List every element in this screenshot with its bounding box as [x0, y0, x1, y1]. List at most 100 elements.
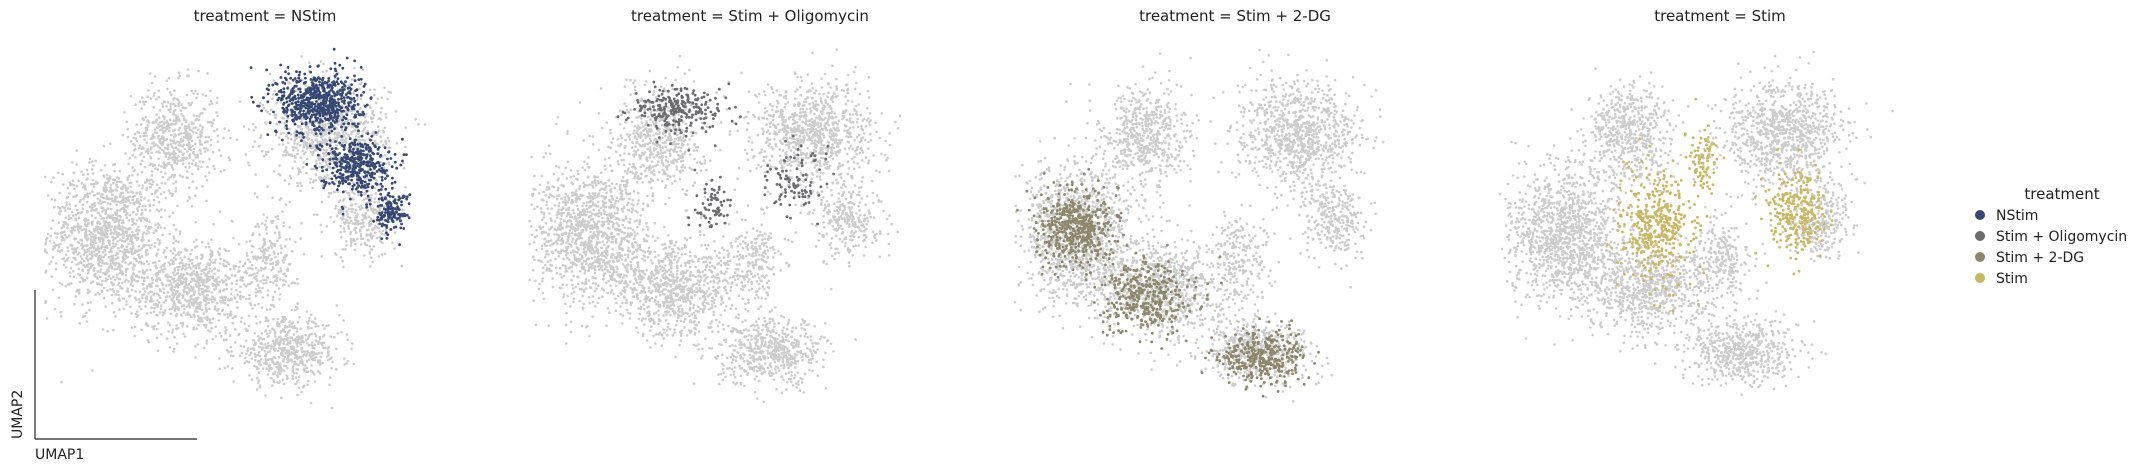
background-point — [290, 177, 293, 180]
background-point — [335, 254, 338, 257]
background-point — [343, 230, 346, 233]
background-point — [70, 267, 73, 270]
background-point — [235, 283, 238, 286]
background-point — [63, 264, 66, 267]
background-point — [286, 361, 289, 364]
background-point — [372, 117, 375, 120]
background-point — [50, 181, 53, 184]
background-point — [357, 194, 360, 197]
background-point — [55, 268, 58, 271]
background-point — [227, 298, 230, 301]
highlight-point — [307, 89, 310, 92]
background-point — [219, 368, 222, 371]
background-point — [205, 342, 208, 345]
background-point — [337, 332, 340, 335]
background-point — [73, 229, 76, 232]
background-point — [296, 327, 299, 330]
background-point — [260, 269, 263, 272]
background-point — [314, 325, 317, 328]
background-point — [230, 354, 233, 357]
background-point — [59, 311, 62, 314]
background-point — [276, 240, 279, 243]
highlight-point — [328, 132, 331, 135]
background-point — [141, 187, 144, 190]
background-point — [213, 288, 216, 291]
background-point — [360, 243, 363, 246]
background-point — [184, 166, 187, 169]
background-point — [116, 209, 119, 212]
background-point — [334, 137, 337, 140]
background-point — [289, 201, 292, 204]
background-point — [118, 278, 121, 281]
background-point — [92, 235, 95, 238]
background-point — [193, 277, 196, 280]
background-point — [230, 292, 233, 295]
background-point — [114, 229, 117, 232]
background-point — [326, 347, 329, 350]
background-point — [196, 187, 199, 190]
background-point — [141, 294, 144, 297]
background-point — [194, 119, 197, 122]
background-point — [253, 129, 256, 132]
background-point — [126, 256, 129, 259]
background-point — [110, 231, 113, 234]
highlight-point — [309, 71, 312, 74]
background-point — [143, 280, 146, 283]
background-point — [317, 370, 320, 373]
background-point — [177, 241, 180, 244]
background-point — [60, 231, 63, 234]
background-point — [315, 135, 318, 138]
background-point — [285, 275, 288, 278]
background-point — [284, 258, 287, 261]
background-point — [206, 72, 209, 75]
background-point — [171, 308, 174, 311]
background-point — [249, 302, 252, 305]
background-point — [265, 361, 268, 364]
background-point — [150, 97, 153, 100]
background-point — [287, 137, 290, 140]
background-point — [191, 262, 194, 265]
background-point — [100, 268, 103, 271]
highlight-point — [359, 113, 362, 116]
background-point — [78, 231, 81, 234]
background-point — [294, 309, 297, 312]
highlight-point — [286, 115, 289, 118]
background-point — [114, 195, 117, 198]
background-point — [273, 170, 276, 173]
background-point — [192, 92, 195, 95]
background-point — [85, 230, 88, 233]
background-point — [364, 121, 367, 124]
background-point — [202, 93, 205, 96]
background-point — [95, 208, 98, 211]
background-point — [350, 208, 353, 211]
background-point — [333, 336, 336, 339]
background-point — [131, 243, 134, 246]
background-point — [109, 198, 112, 201]
background-point — [190, 135, 193, 138]
background-point — [239, 286, 242, 289]
background-point — [217, 140, 220, 143]
background-point — [120, 269, 123, 272]
background-point — [348, 84, 351, 87]
background-point — [228, 277, 231, 280]
highlight-point — [293, 85, 296, 88]
background-point — [92, 172, 95, 175]
background-point — [374, 187, 377, 190]
background-point — [116, 217, 119, 220]
background-point — [354, 223, 357, 226]
background-point — [248, 361, 251, 364]
background-point — [94, 275, 97, 278]
background-point — [122, 240, 125, 243]
highlight-point — [340, 126, 343, 129]
background-point — [76, 185, 79, 188]
background-point — [272, 243, 275, 246]
background-point — [301, 118, 304, 121]
background-point — [117, 256, 120, 259]
background-point — [90, 265, 93, 268]
background-point — [287, 331, 290, 334]
background-point — [308, 336, 311, 339]
background-point — [162, 301, 165, 304]
background-point — [125, 231, 128, 234]
background-point — [166, 79, 169, 82]
highlight-point — [295, 107, 298, 110]
